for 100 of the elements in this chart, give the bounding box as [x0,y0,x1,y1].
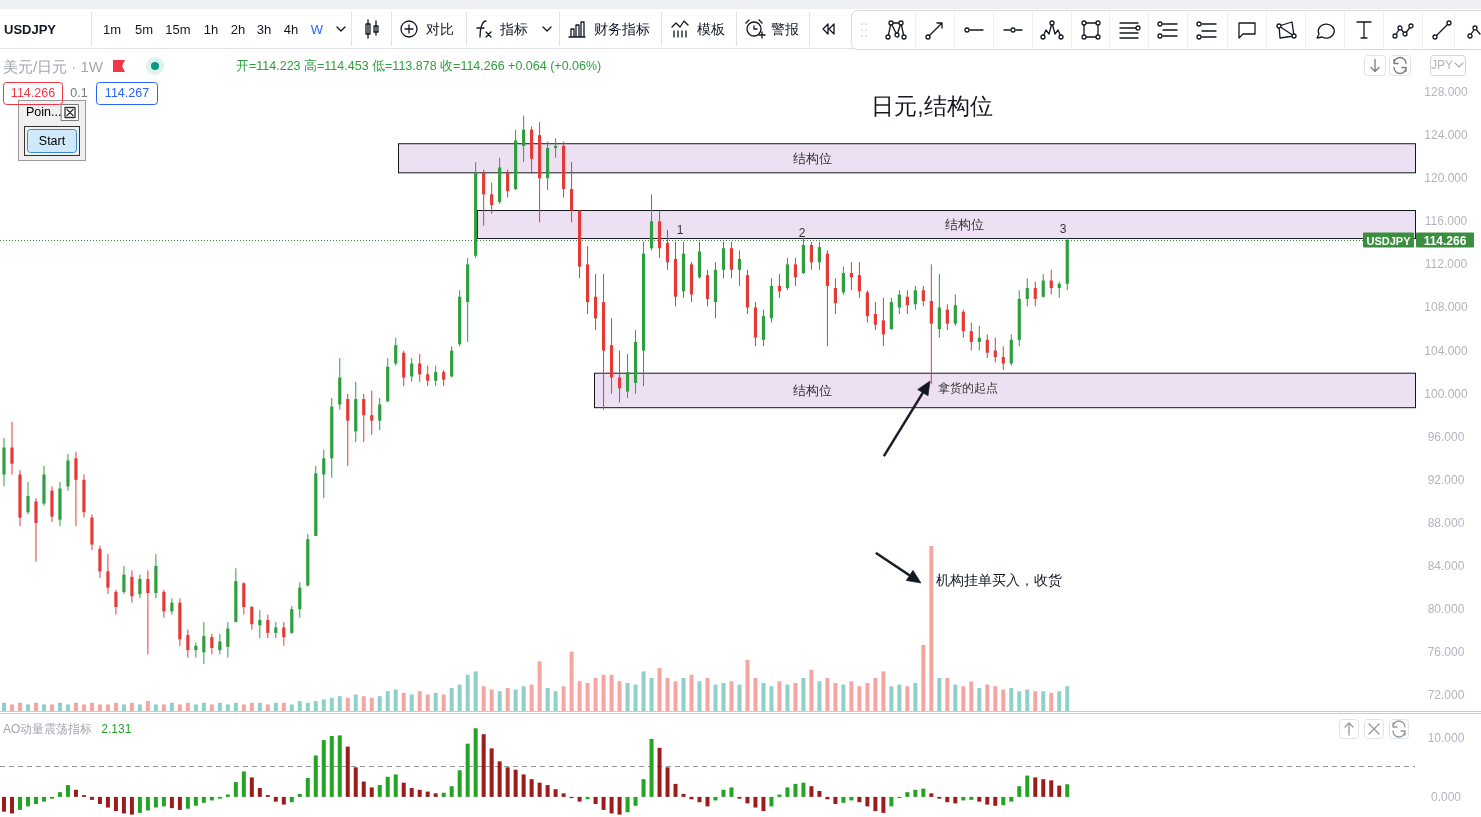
bar [17,702,22,711]
bar [985,684,990,711]
bar [425,694,430,711]
y-tick-label: 84.000 [1427,559,1465,574]
bar [449,687,454,711]
bar [697,681,702,711]
bar [369,787,374,797]
bar [81,704,86,711]
bar [553,789,558,797]
bar [113,702,118,711]
bar [417,789,422,797]
bar [617,796,622,815]
bar [393,689,398,711]
bar [41,796,46,802]
y-tick-label: 88.000 [1427,515,1465,530]
bar [969,796,974,800]
bar [257,788,262,797]
bar [785,787,790,797]
annotation: Poin... [26,105,62,119]
bar [481,734,486,797]
bar [521,686,526,711]
text: 警报 [771,21,799,37]
bar [65,785,70,797]
text: 4h [283,21,299,37]
bar [609,796,614,814]
annotation: 开=114.223 高=114.453 低=113.878 收=114.266 +0.064 (+0.06%) [236,58,602,73]
bar [313,701,318,711]
bar [161,796,166,807]
bar [609,674,614,711]
bar [993,796,998,806]
bar [281,702,286,711]
bar [1033,691,1038,711]
bar [1057,691,1062,711]
y-tick-label: 72.000 [1427,688,1465,703]
bar [1009,687,1014,711]
y-tick-label: 108.000 [1424,300,1469,315]
bar [49,704,54,711]
bar [377,785,382,797]
bar [377,696,382,711]
bar [225,704,230,711]
bar [881,796,886,813]
bar [169,702,174,711]
bar [785,684,790,711]
bar [977,687,982,711]
bar [681,793,686,797]
bar [753,678,758,711]
bar [153,704,158,711]
bar [145,701,150,711]
bar [321,699,326,711]
y-tick-label: 116.000 [1424,214,1468,229]
bar [217,702,222,711]
bar [249,777,254,797]
bar [1001,796,1006,806]
bar [577,681,582,711]
annotation: 114.267 [104,86,150,100]
bar [1025,775,1030,797]
bar [729,787,734,797]
bar [41,704,46,711]
bar [865,682,870,711]
bar [169,796,174,809]
bar [201,796,206,803]
bar [761,796,766,812]
bar [561,686,566,711]
bar [185,702,190,711]
bar [25,704,30,711]
text: 1h [203,21,219,37]
bar [865,796,870,807]
bar [153,796,158,808]
bar [825,678,830,711]
bar [977,796,982,802]
y-tick-label: 120.000 [1424,171,1469,186]
bar [897,684,902,711]
bar [57,792,62,797]
band-label: 结构位 [792,150,832,166]
y-tick-label: 100.000 [1424,386,1469,401]
bar [857,686,862,711]
bar [137,796,142,813]
text: JPY [1430,58,1454,72]
bar [905,792,910,797]
bar [489,689,494,711]
bar [545,785,550,797]
bar [945,796,950,803]
annotation: 机构挂单买入，收货 [936,572,1062,588]
bar [769,686,774,711]
bar [473,728,478,797]
bar [745,796,750,804]
bar [833,682,838,711]
bar [681,678,686,711]
bar [849,681,854,711]
bar [961,686,966,711]
bar [1041,779,1046,797]
bar [625,796,630,813]
bar [241,704,246,711]
bar [193,796,198,806]
bar [1065,784,1070,797]
bar [481,686,486,711]
text: 日元,结构位 [871,93,993,119]
bar [633,684,638,711]
bar [561,793,566,797]
bar [745,659,750,711]
